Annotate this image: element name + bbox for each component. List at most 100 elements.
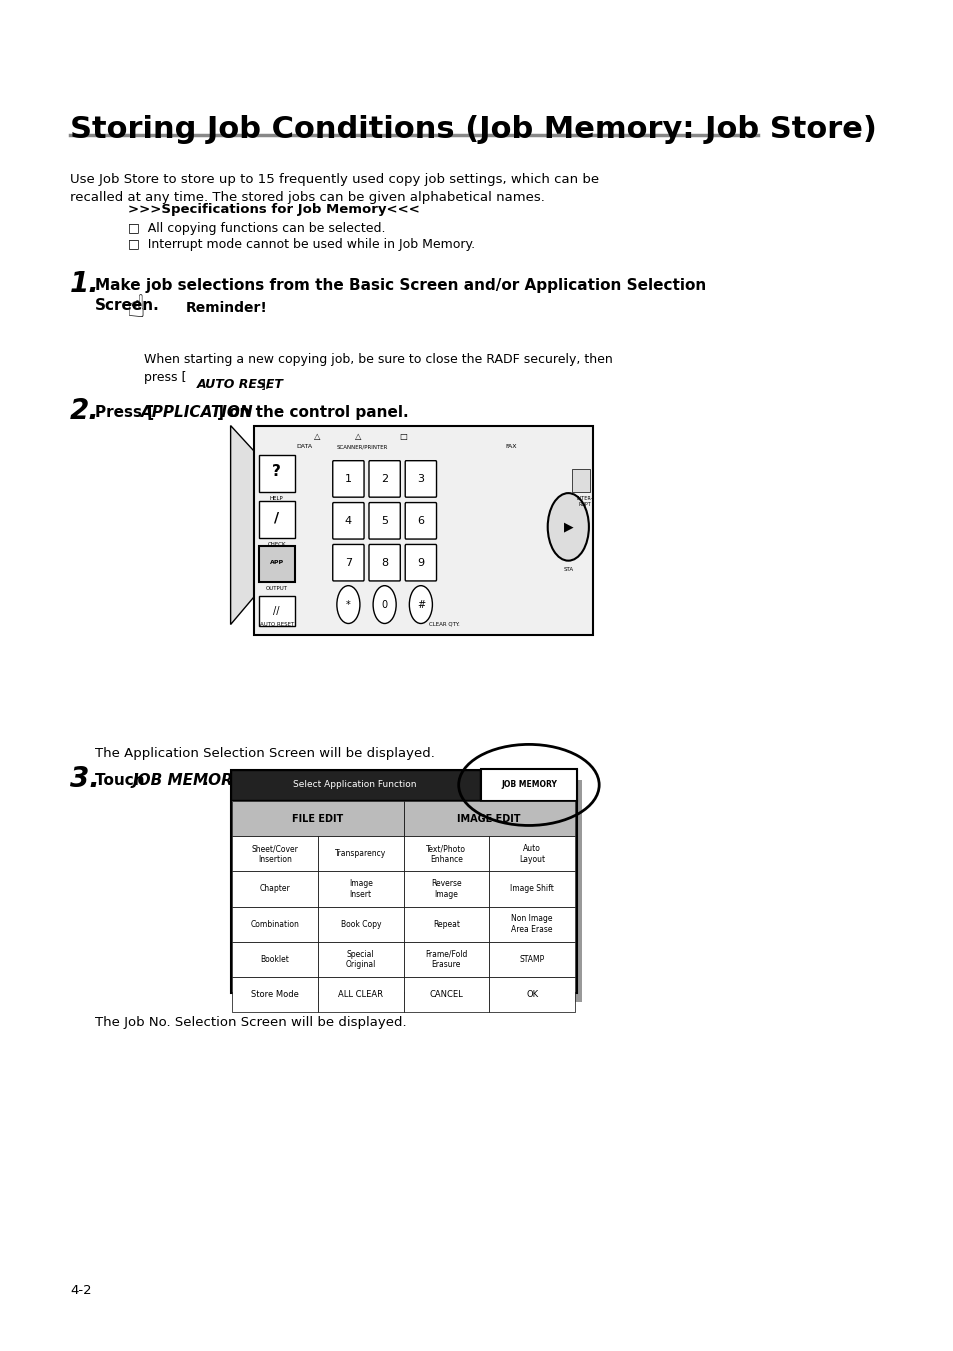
Text: ☝: ☝: [127, 293, 145, 323]
Text: ?: ?: [272, 463, 281, 480]
FancyBboxPatch shape: [317, 977, 403, 1012]
Circle shape: [409, 586, 432, 624]
FancyBboxPatch shape: [317, 871, 403, 907]
Text: Chapter: Chapter: [259, 885, 290, 893]
Text: Select Application Function: Select Application Function: [294, 781, 416, 789]
Text: Special
Original: Special Original: [345, 950, 375, 969]
FancyBboxPatch shape: [232, 836, 317, 871]
Text: 4-2: 4-2: [70, 1283, 91, 1297]
Text: The Application Selection Screen will be displayed.: The Application Selection Screen will be…: [94, 747, 435, 761]
Text: Booklet: Booklet: [260, 955, 289, 963]
Text: 2.: 2.: [70, 397, 100, 426]
Text: △: △: [314, 432, 320, 440]
Text: FILE EDIT: FILE EDIT: [292, 813, 343, 824]
Text: 4: 4: [344, 516, 352, 526]
FancyBboxPatch shape: [317, 836, 403, 871]
FancyBboxPatch shape: [405, 461, 436, 497]
FancyBboxPatch shape: [231, 770, 576, 993]
Text: Book Copy: Book Copy: [340, 920, 380, 928]
Text: When starting a new copying job, be sure to close the RADF securely, then
press : When starting a new copying job, be sure…: [144, 353, 612, 384]
Text: Repeat: Repeat: [433, 920, 459, 928]
Text: Combination: Combination: [251, 920, 299, 928]
Text: Reminder!: Reminder!: [185, 301, 267, 315]
Text: Press [: Press [: [94, 405, 153, 420]
FancyBboxPatch shape: [333, 461, 364, 497]
Text: CANCEL: CANCEL: [429, 990, 463, 998]
Text: □: □: [399, 432, 407, 440]
Text: Storing Job Conditions (Job Memory: Job Store): Storing Job Conditions (Job Memory: Job …: [70, 115, 876, 143]
Text: AUTO RESET: AUTO RESET: [259, 621, 294, 627]
Text: The Job No. Selection Screen will be displayed.: The Job No. Selection Screen will be dis…: [94, 1016, 406, 1029]
Text: FAX: FAX: [504, 444, 516, 450]
Text: ALL CLEAR: ALL CLEAR: [338, 990, 383, 998]
Text: APPLICATION: APPLICATION: [141, 405, 253, 420]
Text: JOB MEMORY: JOB MEMORY: [500, 781, 557, 789]
Text: Store Mode: Store Mode: [251, 990, 298, 998]
FancyBboxPatch shape: [258, 501, 294, 538]
FancyBboxPatch shape: [232, 977, 317, 1012]
FancyBboxPatch shape: [403, 942, 489, 977]
Text: Touch: Touch: [94, 773, 150, 788]
Circle shape: [373, 586, 395, 624]
FancyBboxPatch shape: [369, 461, 400, 497]
Text: Transparency: Transparency: [335, 850, 386, 858]
Text: /: /: [274, 511, 279, 524]
Text: Make job selections from the Basic Screen and/or Application Selection
Screen.: Make job selections from the Basic Scree…: [94, 278, 705, 313]
Text: 5: 5: [381, 516, 388, 526]
FancyBboxPatch shape: [258, 455, 294, 492]
Text: SCANNER/PRINTER: SCANNER/PRINTER: [336, 444, 388, 450]
Text: HELP: HELP: [270, 496, 283, 501]
FancyBboxPatch shape: [236, 780, 581, 1002]
Text: Frame/Fold
Erasure: Frame/Fold Erasure: [425, 950, 467, 969]
FancyBboxPatch shape: [403, 836, 489, 871]
Text: STAMP: STAMP: [518, 955, 544, 963]
FancyBboxPatch shape: [489, 977, 575, 1012]
FancyBboxPatch shape: [231, 770, 479, 800]
Text: OK: OK: [525, 990, 537, 998]
Text: //: //: [274, 605, 279, 616]
FancyBboxPatch shape: [405, 503, 436, 539]
Text: 0: 0: [381, 600, 387, 609]
Text: Sheet/Cover
Insertion: Sheet/Cover Insertion: [252, 844, 298, 863]
FancyBboxPatch shape: [403, 801, 575, 836]
Text: 8: 8: [380, 558, 388, 567]
Text: ] on the control panel.: ] on the control panel.: [217, 405, 409, 420]
Text: Use Job Store to store up to 15 frequently used copy job settings, which can be
: Use Job Store to store up to 15 frequent…: [70, 173, 598, 204]
Text: *: *: [346, 600, 351, 609]
FancyBboxPatch shape: [232, 907, 317, 942]
Text: 1: 1: [345, 474, 352, 484]
FancyBboxPatch shape: [489, 836, 575, 871]
FancyBboxPatch shape: [232, 871, 317, 907]
Circle shape: [336, 586, 359, 624]
FancyBboxPatch shape: [403, 977, 489, 1012]
FancyBboxPatch shape: [333, 544, 364, 581]
Text: STA: STA: [562, 567, 573, 573]
FancyBboxPatch shape: [480, 769, 577, 801]
Text: 9: 9: [416, 558, 424, 567]
Text: □  Interrupt mode cannot be used while in Job Memory.: □ Interrupt mode cannot be used while in…: [128, 238, 475, 251]
FancyBboxPatch shape: [403, 907, 489, 942]
FancyBboxPatch shape: [405, 544, 436, 581]
FancyBboxPatch shape: [333, 503, 364, 539]
FancyBboxPatch shape: [369, 544, 400, 581]
Text: 2: 2: [380, 474, 388, 484]
Text: 3: 3: [417, 474, 424, 484]
Text: Image
Insert: Image Insert: [349, 880, 373, 898]
FancyBboxPatch shape: [571, 469, 589, 492]
FancyBboxPatch shape: [403, 871, 489, 907]
Text: OUTPUT: OUTPUT: [266, 586, 288, 592]
FancyBboxPatch shape: [258, 596, 294, 626]
Text: 6: 6: [417, 516, 424, 526]
Text: JOB MEMORY: JOB MEMORY: [132, 773, 243, 788]
Text: .: .: [202, 773, 208, 788]
FancyBboxPatch shape: [317, 907, 403, 942]
Circle shape: [547, 493, 588, 561]
Text: □  All copying functions can be selected.: □ All copying functions can be selected.: [128, 222, 385, 235]
Text: APP: APP: [270, 559, 283, 565]
FancyBboxPatch shape: [369, 503, 400, 539]
Text: INTER-
RUPT: INTER- RUPT: [576, 496, 592, 507]
FancyBboxPatch shape: [253, 426, 593, 635]
Text: IMAGE EDIT: IMAGE EDIT: [457, 813, 520, 824]
Text: △: △: [355, 432, 361, 440]
Text: Non Image
Area Erase: Non Image Area Erase: [511, 915, 552, 934]
